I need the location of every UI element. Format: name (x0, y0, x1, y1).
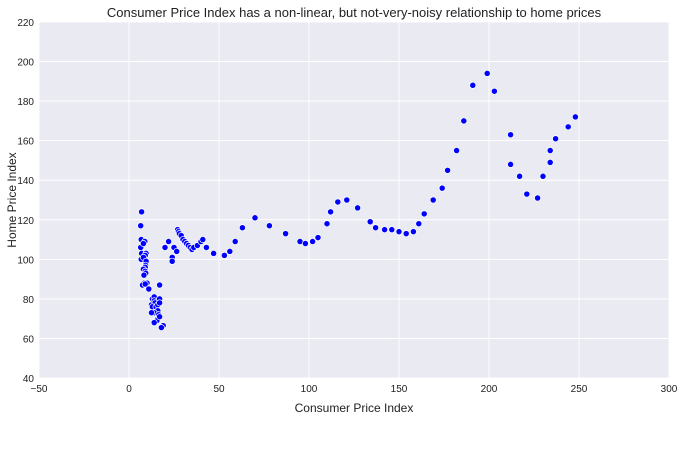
data-point (546, 147, 554, 155)
y-tick-label: 60 (23, 334, 35, 345)
data-point (156, 313, 164, 321)
plot-background (39, 22, 669, 378)
data-point (210, 249, 218, 257)
x-tick-label: 300 (661, 384, 678, 395)
data-point (165, 238, 173, 245)
data-point (381, 226, 389, 234)
data-point (141, 280, 149, 288)
y-tick-label: 100 (17, 255, 34, 266)
y-tick-labels: 40 60 80 100 120 140 160 180 200 220 (17, 18, 34, 385)
data-point (429, 196, 437, 204)
data-point (150, 319, 158, 327)
data-point (402, 230, 410, 238)
y-tick-label: 80 (23, 295, 35, 306)
data-point (251, 214, 259, 222)
data-point (148, 309, 155, 317)
data-point (309, 238, 317, 245)
data-point (323, 220, 331, 228)
data-point (490, 87, 498, 95)
x-tick-label: −50 (31, 384, 48, 395)
data-point (372, 224, 380, 232)
data-point (409, 228, 417, 236)
data-point (453, 147, 461, 155)
data-point (420, 210, 428, 218)
data-point (388, 226, 396, 234)
data-point (539, 172, 547, 180)
data-point (366, 218, 374, 226)
data-point (156, 299, 164, 307)
x-tick-label: 0 (126, 384, 132, 395)
x-tick-label: 100 (301, 384, 318, 395)
chart-title: Consumer Price Index has a non-linear, b… (107, 5, 602, 20)
y-tick-label: 140 (17, 176, 34, 187)
data-point (571, 113, 579, 121)
y-tick-label: 200 (17, 58, 34, 69)
data-point (202, 244, 210, 251)
data-point (507, 160, 515, 168)
data-point (301, 240, 309, 247)
data-point (460, 117, 468, 125)
x-axis-label: Consumer Price Index (295, 401, 414, 415)
y-tick-label: 40 (23, 374, 35, 385)
data-point (415, 220, 423, 228)
y-tick-label: 180 (17, 97, 34, 108)
data-point (137, 222, 145, 230)
data-point (327, 208, 335, 216)
data-point (507, 131, 515, 139)
x-tick-label: 250 (571, 384, 588, 395)
data-point (161, 244, 169, 251)
data-point (265, 222, 273, 230)
data-point (231, 238, 239, 245)
data-point (546, 158, 554, 166)
data-point (483, 69, 491, 77)
data-point (238, 224, 246, 232)
x-tick-label: 150 (391, 384, 408, 395)
data-point (282, 230, 290, 238)
data-point (343, 196, 351, 204)
data-point (157, 324, 165, 332)
y-axis-label: Home Price Index (5, 152, 19, 247)
data-point (552, 135, 560, 143)
data-point (516, 172, 524, 180)
data-point (156, 281, 164, 289)
data-point (220, 251, 228, 259)
data-point (168, 257, 176, 265)
data-point (534, 194, 542, 202)
data-point (564, 123, 572, 131)
data-point (139, 240, 147, 247)
data-point (138, 208, 146, 216)
data-points (137, 69, 579, 332)
y-tick-label: 220 (17, 18, 34, 29)
x-tick-labels: −50 0 50 100 150 200 250 300 (31, 384, 678, 395)
x-tick-label: 200 (481, 384, 498, 395)
data-point (334, 198, 342, 206)
data-point (173, 247, 181, 255)
data-point (199, 236, 207, 244)
data-point (140, 271, 148, 279)
y-tick-label: 120 (17, 216, 34, 227)
data-point (226, 247, 234, 255)
data-point (395, 228, 403, 236)
data-point (444, 166, 452, 174)
data-point (354, 204, 362, 212)
data-point (314, 234, 322, 242)
y-tick-label: 160 (17, 137, 34, 148)
data-point (523, 190, 531, 198)
data-point (469, 81, 477, 89)
x-tick-label: 50 (213, 384, 225, 395)
data-point (438, 184, 446, 192)
data-point (145, 285, 153, 293)
